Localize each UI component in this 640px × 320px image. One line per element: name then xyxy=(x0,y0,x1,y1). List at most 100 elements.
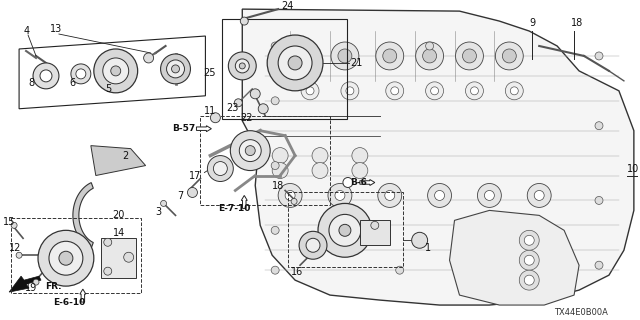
Circle shape xyxy=(161,200,166,206)
Circle shape xyxy=(318,204,372,257)
Circle shape xyxy=(306,238,320,252)
Circle shape xyxy=(258,104,268,114)
Circle shape xyxy=(298,49,312,63)
Text: FR.: FR. xyxy=(45,282,61,291)
Circle shape xyxy=(391,87,399,95)
Circle shape xyxy=(161,54,191,84)
Circle shape xyxy=(371,221,379,229)
Circle shape xyxy=(228,52,256,80)
Circle shape xyxy=(465,82,483,100)
Circle shape xyxy=(456,42,483,70)
Circle shape xyxy=(124,252,134,262)
Text: 20: 20 xyxy=(113,210,125,220)
Circle shape xyxy=(331,42,359,70)
Text: B-6: B-6 xyxy=(350,178,367,187)
Circle shape xyxy=(341,82,359,100)
Text: B-57: B-57 xyxy=(173,124,196,133)
Circle shape xyxy=(383,49,397,63)
Circle shape xyxy=(495,266,503,274)
Circle shape xyxy=(595,196,603,204)
Circle shape xyxy=(236,59,249,73)
Circle shape xyxy=(267,35,323,91)
Circle shape xyxy=(272,163,288,179)
Text: 8: 8 xyxy=(28,78,34,88)
Text: 10: 10 xyxy=(627,164,639,173)
Circle shape xyxy=(519,270,540,290)
Text: 24: 24 xyxy=(281,1,294,11)
Circle shape xyxy=(386,82,404,100)
Circle shape xyxy=(211,113,220,123)
Circle shape xyxy=(426,42,433,50)
Circle shape xyxy=(40,70,52,82)
Circle shape xyxy=(111,66,121,76)
Circle shape xyxy=(188,188,198,197)
Circle shape xyxy=(11,222,17,228)
Circle shape xyxy=(519,230,540,250)
Circle shape xyxy=(240,17,248,25)
Bar xyxy=(100,238,136,278)
Circle shape xyxy=(329,214,361,246)
Circle shape xyxy=(271,162,279,170)
Circle shape xyxy=(272,148,288,164)
Circle shape xyxy=(527,183,551,207)
Circle shape xyxy=(33,63,59,89)
Text: 11: 11 xyxy=(204,106,216,116)
Circle shape xyxy=(76,69,86,79)
Circle shape xyxy=(426,82,444,100)
Text: 13: 13 xyxy=(50,24,62,34)
Circle shape xyxy=(291,42,319,70)
Text: 15: 15 xyxy=(3,217,15,227)
Circle shape xyxy=(335,190,345,200)
Circle shape xyxy=(291,198,297,204)
Circle shape xyxy=(524,235,534,245)
Circle shape xyxy=(245,146,255,156)
Circle shape xyxy=(495,42,524,70)
Circle shape xyxy=(166,60,184,78)
Circle shape xyxy=(346,87,354,95)
Circle shape xyxy=(16,252,22,258)
Circle shape xyxy=(524,275,534,285)
Text: 3: 3 xyxy=(156,207,162,217)
Circle shape xyxy=(412,232,428,248)
Text: 18: 18 xyxy=(272,181,284,191)
Circle shape xyxy=(428,183,452,207)
Text: 22: 22 xyxy=(240,113,253,123)
Circle shape xyxy=(484,190,494,200)
Text: 25: 25 xyxy=(203,68,216,78)
Text: 16: 16 xyxy=(291,267,303,277)
Circle shape xyxy=(510,87,518,95)
Circle shape xyxy=(339,224,351,236)
Text: 7: 7 xyxy=(177,191,184,202)
Circle shape xyxy=(502,49,516,63)
Circle shape xyxy=(534,190,544,200)
Circle shape xyxy=(250,89,260,99)
Polygon shape xyxy=(243,9,634,305)
Circle shape xyxy=(103,58,129,84)
Bar xyxy=(11,218,141,293)
Circle shape xyxy=(230,131,270,171)
Circle shape xyxy=(299,231,327,259)
Circle shape xyxy=(271,97,279,105)
Circle shape xyxy=(271,42,279,50)
Circle shape xyxy=(234,99,243,107)
Circle shape xyxy=(470,87,479,95)
Circle shape xyxy=(143,53,154,63)
Circle shape xyxy=(312,148,328,164)
Polygon shape xyxy=(449,210,579,305)
Circle shape xyxy=(415,42,444,70)
Circle shape xyxy=(343,178,353,188)
Circle shape xyxy=(301,82,319,100)
FancyArrow shape xyxy=(241,196,247,208)
Circle shape xyxy=(378,183,402,207)
Text: TX44E0B00A: TX44E0B00A xyxy=(554,308,608,316)
Circle shape xyxy=(288,56,302,70)
Text: 1: 1 xyxy=(424,243,431,253)
Circle shape xyxy=(595,122,603,130)
Text: 4: 4 xyxy=(23,26,29,36)
Bar xyxy=(360,220,390,245)
Circle shape xyxy=(463,49,476,63)
Text: 23: 23 xyxy=(227,103,239,113)
Circle shape xyxy=(239,140,261,162)
Circle shape xyxy=(172,65,179,73)
Text: 12: 12 xyxy=(9,243,21,253)
